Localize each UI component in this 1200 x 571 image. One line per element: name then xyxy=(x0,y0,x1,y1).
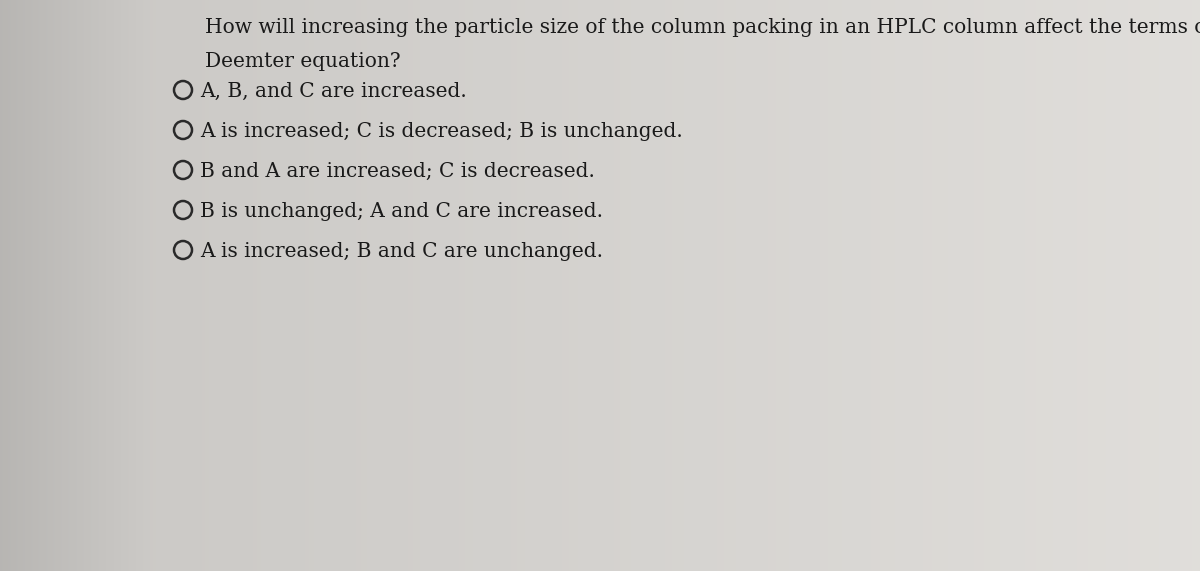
Text: Deemter equation?: Deemter equation? xyxy=(205,52,401,71)
Text: A, B, and C are increased.: A, B, and C are increased. xyxy=(200,82,467,101)
Text: B and A are increased; C is decreased.: B and A are increased; C is decreased. xyxy=(200,162,595,181)
Text: How will increasing the particle size of the column packing in an HPLC column af: How will increasing the particle size of… xyxy=(205,18,1200,37)
Text: A is increased; B and C are unchanged.: A is increased; B and C are unchanged. xyxy=(200,242,604,261)
Text: A is increased; C is decreased; B is unchanged.: A is increased; C is decreased; B is unc… xyxy=(200,122,683,141)
Text: B is unchanged; A and C are increased.: B is unchanged; A and C are increased. xyxy=(200,202,604,221)
